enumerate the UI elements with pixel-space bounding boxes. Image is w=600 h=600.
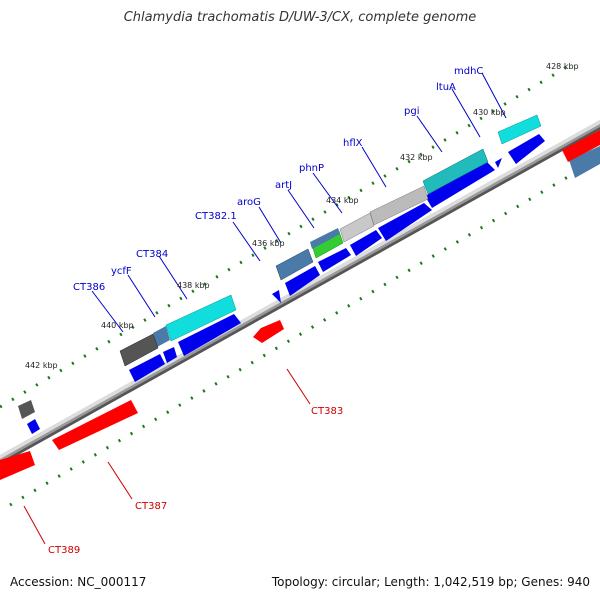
kbp-label: 430 kbp [473,108,506,117]
reverse-gene-labels: CT383 CT387 CT389 [48,406,343,556]
genome-backbone [0,120,600,465]
gene-label-ct387: CT387 [135,501,167,512]
cds-arrow [129,354,165,382]
gene-label-phnP: phnP [299,163,324,174]
gene-label-ct386: CT386 [73,282,105,293]
cds-arrow [27,419,40,434]
gene-label-ltuA: ltuA [436,82,456,93]
gene-label-mdhC: mdhC [454,66,483,77]
gene-block [119,333,159,367]
cds-arrow [508,134,545,164]
gene-block [165,294,237,342]
kbp-label: 434 kbp [326,196,359,205]
kbp-label: 442 kbp [25,361,58,370]
kbp-label: 436 kbp [252,239,285,248]
cds-arrow [425,162,495,208]
cds-arrow [378,203,432,241]
gene-block [497,114,542,145]
kbp-labels: 428 kbp 430 kbp 432 kbp 434 kbp 436 kbp … [25,62,579,370]
kbp-label: 440 kbp [101,321,134,330]
cds-arrow [562,130,600,162]
gene-label-ct383: CT383 [311,406,343,417]
cds-arrow [285,266,320,296]
gene-label-ct384: CT384 [136,249,168,260]
forward-cds-track [27,134,545,434]
map-title: Chlamydia trachomatis D/UW-3/CX, complet… [123,10,477,25]
gene-block-track [18,114,600,419]
gene-block [275,248,314,281]
cds-arrow [318,248,351,272]
cds-arrow [178,314,241,356]
cds-arrow [253,320,284,343]
gene-block [369,185,429,226]
gene-block [339,212,375,243]
gene-block [310,228,340,249]
gene-block [569,146,600,178]
gene-label-ycff: ycfF [111,266,132,277]
gene-label-ct389: CT389 [48,545,80,556]
cds-arrow [163,347,177,363]
kbp-label: 438 kbp [177,281,210,290]
leader-lines [23,72,507,545]
gene-label-aroG: aroG [237,197,261,208]
gene-label-artJ: artJ [275,180,292,191]
gene-label-pgi: pgi [404,106,419,117]
cds-arrow [272,290,281,303]
cds-arrow [495,158,502,168]
reverse-cds-track [0,130,600,480]
kbp-label: 428 kbp [546,62,579,71]
tick-row-inner [9,156,600,507]
cds-arrow [52,400,138,450]
cds-arrow [350,230,382,256]
accession-text: Accession: NC_000117 [10,575,147,589]
gene-block [422,148,489,195]
cds-arrow [0,451,35,480]
kbp-label: 432 kbp [400,153,433,162]
gene-label-ct382-1: CT382.1 [195,211,237,222]
forward-gene-labels: mdhC ltuA pgi hflX phnP artJ aroG CT382.… [73,66,483,293]
gene-label-hflX: hflX [343,138,363,149]
gene-block [153,326,170,347]
genome-summary-text: Topology: circular; Length: 1,042,519 bp… [271,575,590,589]
gene-block [18,400,35,419]
